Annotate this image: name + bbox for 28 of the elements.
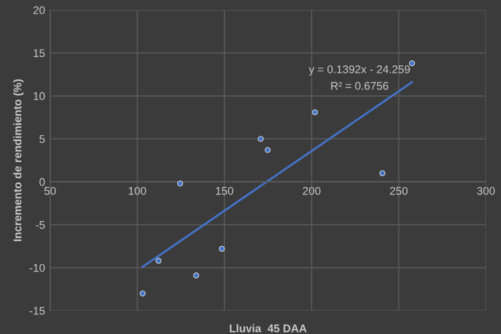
point — [193, 272, 200, 278]
x-tick-label: 50 — [44, 186, 56, 195]
x-tick-label: 200 — [302, 186, 320, 195]
y-axis-title: Incremento de rendimiento (%) — [13, 79, 24, 242]
y-tick-label: 15 — [34, 49, 45, 58]
point — [380, 170, 386, 176]
x-tick-label: 100 — [128, 186, 146, 195]
y-tick-label: -5 — [36, 221, 45, 229]
x-tick-label: 150 — [216, 186, 234, 195]
point — [177, 180, 184, 186]
point — [258, 136, 264, 142]
y-tick-label: 0 — [39, 178, 45, 186]
point — [140, 290, 146, 296]
point — [409, 60, 415, 66]
annotation: y = 0.1392x - 24.259 — [308, 65, 410, 76]
y-tick-label: 5 — [40, 135, 45, 143]
point — [312, 109, 318, 116]
point — [218, 246, 225, 252]
y-tick-label: 10 — [34, 92, 45, 100]
point — [156, 258, 162, 264]
x-tick-label: 300 — [477, 186, 495, 195]
y-tick-label: 20 — [33, 6, 45, 14]
x-tick-label: 250 — [390, 186, 408, 195]
point — [264, 147, 271, 153]
y-tick-label: -15 — [30, 307, 45, 315]
x-axis-title: Lluvia 45 DAA — [230, 324, 307, 332]
annotation: R² = 0.6756 — [331, 82, 388, 90]
y-tick-label: -10 — [30, 264, 45, 272]
